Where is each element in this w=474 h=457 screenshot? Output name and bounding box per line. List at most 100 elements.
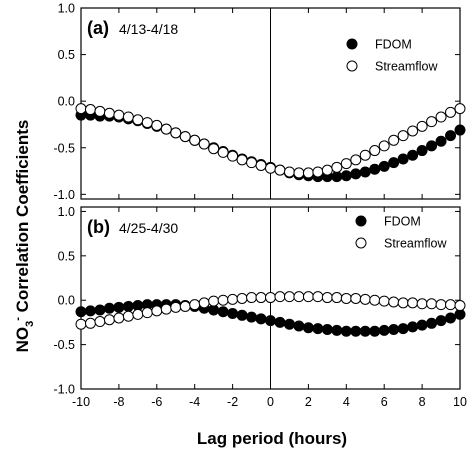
data-point xyxy=(302,322,314,334)
data-point xyxy=(435,111,447,123)
data-point xyxy=(397,153,409,165)
data-point xyxy=(132,308,144,320)
data-point xyxy=(246,157,258,169)
data-point xyxy=(378,140,390,152)
data-point xyxy=(208,295,220,307)
data-point xyxy=(283,166,295,178)
data-point xyxy=(189,134,201,146)
data-point xyxy=(236,309,248,321)
data-point xyxy=(113,109,125,121)
data-point xyxy=(426,116,438,128)
data-point xyxy=(274,291,286,303)
data-point xyxy=(435,135,447,147)
legend-marker xyxy=(346,60,358,72)
data-point xyxy=(378,295,390,307)
panel-period: 4/25-4/30 xyxy=(119,220,178,236)
data-point xyxy=(369,294,381,306)
data-point xyxy=(378,324,390,336)
data-point xyxy=(236,154,248,166)
svg-text:NO3- Correlation Coefficients: NO3- Correlation Coefficients xyxy=(12,120,36,353)
data-point xyxy=(407,321,419,333)
data-point xyxy=(236,292,248,304)
data-point xyxy=(397,130,409,142)
data-point xyxy=(141,307,153,319)
legend-marker xyxy=(355,215,367,227)
legend-marker xyxy=(355,237,367,249)
legend-marker xyxy=(346,38,358,50)
data-point xyxy=(340,292,352,304)
data-point xyxy=(397,297,409,309)
y-axis-title-superscript: - xyxy=(12,317,24,321)
data-point xyxy=(94,316,106,328)
data-point xyxy=(113,301,125,313)
data-point xyxy=(265,315,276,327)
y-tick-label: -1.0 xyxy=(53,383,75,397)
data-point xyxy=(103,302,115,314)
data-point xyxy=(445,312,457,324)
data-point xyxy=(293,167,305,179)
data-point xyxy=(208,143,220,155)
data-point xyxy=(312,323,324,335)
data-point xyxy=(359,166,371,178)
data-point xyxy=(388,134,400,146)
data-point xyxy=(198,297,210,309)
data-point xyxy=(407,297,419,309)
legend: FDOM Streamflow xyxy=(355,215,447,251)
data-point xyxy=(388,324,400,336)
data-point xyxy=(454,300,466,312)
data-point xyxy=(331,161,343,173)
data-point xyxy=(141,117,153,129)
data-point xyxy=(359,325,371,337)
data-point xyxy=(445,106,457,118)
y-tick-label: 1.0 xyxy=(58,2,75,16)
y-tick-label: -0.5 xyxy=(53,141,75,155)
data-point xyxy=(445,130,457,142)
data-point xyxy=(397,323,409,335)
x-tick-label: 10 xyxy=(453,395,467,409)
y-axis-title-main: NO xyxy=(13,327,32,353)
data-point xyxy=(407,149,419,161)
data-point xyxy=(84,305,96,317)
data-point xyxy=(331,324,343,336)
data-point xyxy=(302,167,314,179)
data-point xyxy=(340,325,352,337)
series-streamflow xyxy=(75,291,466,330)
data-point xyxy=(331,292,343,304)
data-point xyxy=(75,318,87,330)
data-point xyxy=(350,325,362,337)
panel-period: 4/13-4/18 xyxy=(119,21,178,37)
panel-label: (b) xyxy=(87,217,110,237)
data-point xyxy=(388,296,400,308)
y-tick-label: 0.5 xyxy=(58,249,75,263)
data-point xyxy=(416,319,428,331)
x-tick-label: 0 xyxy=(267,395,274,409)
panel-b: 1.0 0.5 0.0 -0.5 -1.0-10 -8 -6 -4 -2 0 2 4 6 8 10 (b) 4/… xyxy=(53,205,467,409)
x-tick-label: -8 xyxy=(113,395,124,409)
data-point xyxy=(350,292,362,304)
data-point xyxy=(274,316,286,328)
data-point xyxy=(407,125,419,137)
x-tick-label: 4 xyxy=(343,395,350,409)
data-point xyxy=(321,292,333,304)
x-tick-label: 2 xyxy=(305,395,312,409)
data-point xyxy=(217,146,229,158)
data-point xyxy=(426,140,438,152)
data-point xyxy=(94,105,106,117)
data-point xyxy=(454,103,466,115)
x-tick-label: -6 xyxy=(151,395,162,409)
data-point xyxy=(293,320,305,332)
data-point xyxy=(426,317,438,329)
data-point xyxy=(94,304,106,316)
x-tick-label: 8 xyxy=(419,395,426,409)
panel-a: 1.0 0.5 0.0 -0.5 -1.0 (a) 4/13-4/18 FDOM Streamf… xyxy=(53,2,466,202)
data-point xyxy=(454,124,466,136)
x-tick-label: -2 xyxy=(227,395,238,409)
data-point xyxy=(369,145,381,157)
x-tick-label: -10 xyxy=(72,395,90,409)
data-point xyxy=(435,299,447,311)
data-point xyxy=(293,291,305,303)
data-point xyxy=(302,291,314,303)
data-point xyxy=(340,170,352,182)
data-point xyxy=(227,308,239,320)
